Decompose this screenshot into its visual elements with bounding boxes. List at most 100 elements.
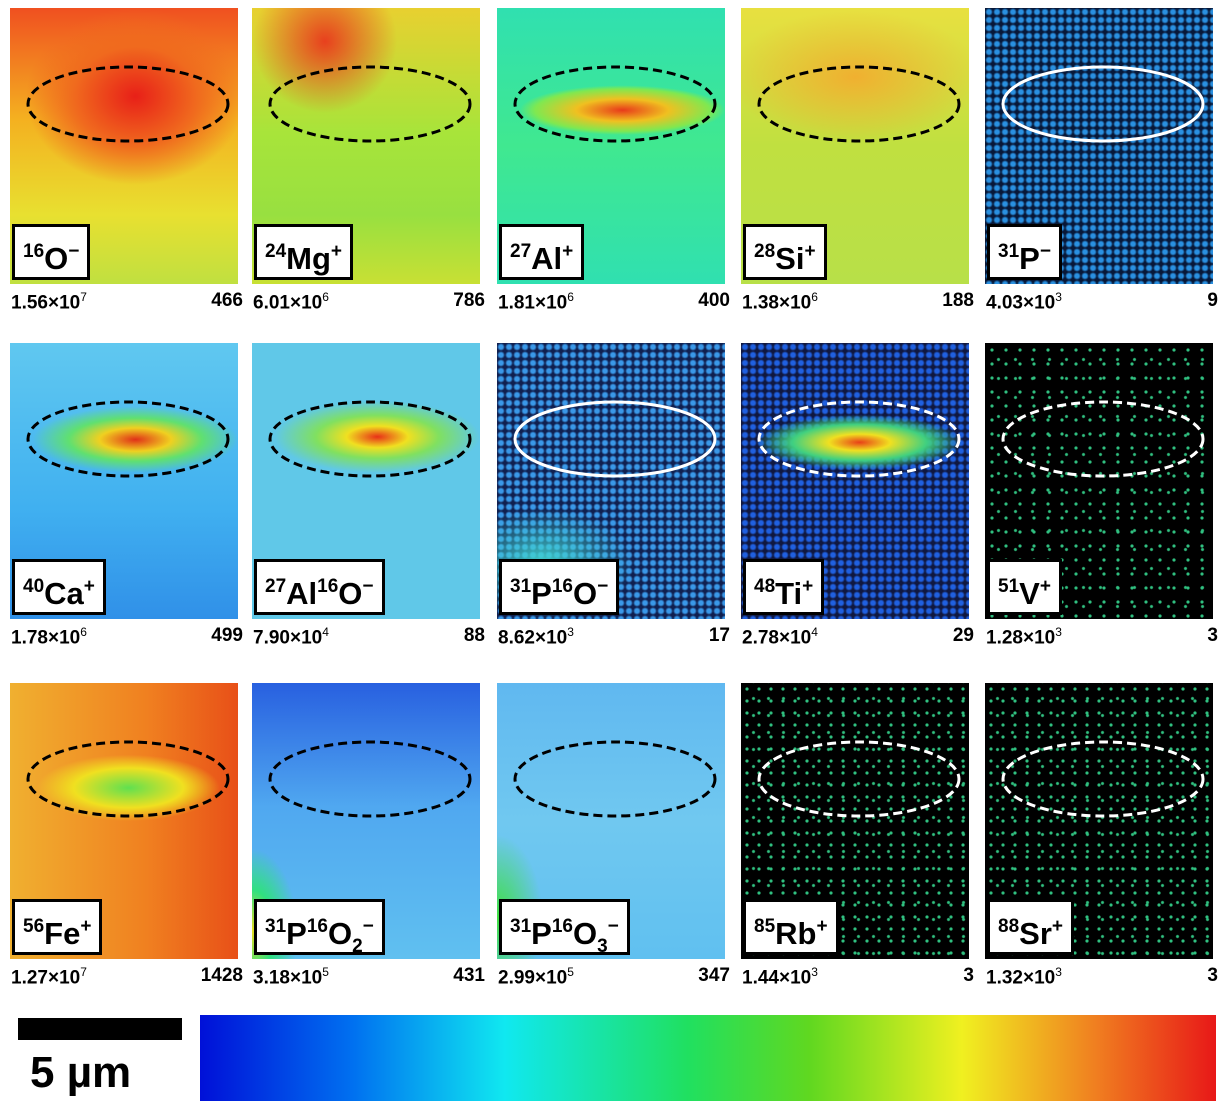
ion-image: 31P16O3− [497, 683, 725, 959]
counts-exponent: 4 [811, 625, 818, 639]
ion-label: 31P16O3− [499, 899, 630, 955]
caption: 1.32×103 3 [986, 965, 1218, 989]
counts-mantissa: 3.18×10 [253, 967, 322, 988]
roi-ellipse [28, 742, 228, 816]
counts-exponent: 3 [1055, 625, 1062, 639]
counts-mantissa: 1.78×10 [11, 627, 80, 648]
ion-label-part: 24 [265, 241, 286, 262]
ion-label: 40Ca+ [12, 559, 106, 615]
ion-image: 27Al16O− [252, 343, 480, 619]
ion-label: 31P− [987, 224, 1062, 280]
counts-exponent: 3 [567, 625, 574, 639]
scale-bar [18, 1018, 182, 1040]
max-counts: 431 [453, 965, 485, 987]
counts-exponent: 6 [322, 290, 329, 304]
total-counts: 1.32×103 [986, 965, 1062, 989]
ion-label-part: Al [286, 576, 317, 611]
max-counts: 3 [1207, 965, 1218, 987]
counts-exponent: 5 [567, 965, 574, 979]
max-counts: 9 [1207, 290, 1218, 312]
ion-image: 88Sr+ [985, 683, 1213, 959]
ion-label: 31P16O− [499, 559, 619, 615]
ion-label-part: P [531, 916, 552, 951]
ion-label-part: 28 [754, 241, 775, 262]
max-counts: 17 [709, 625, 730, 647]
total-counts: 2.99×105 [498, 965, 574, 989]
ion-image: 27Al+ [497, 8, 725, 284]
counts-mantissa: 4.03×10 [986, 292, 1055, 313]
ion-label-part: + [1040, 576, 1051, 597]
ion-label: 85Rb+ [743, 899, 839, 955]
caption: 2.99×105 347 [498, 965, 730, 989]
ion-label-part: + [802, 576, 813, 597]
ion-label-part: + [816, 916, 827, 937]
ion-label-part: 16 [317, 576, 338, 597]
ion-image: 16O− [10, 8, 238, 284]
caption: 8.62×103 17 [498, 625, 730, 649]
roi-ellipse [759, 742, 959, 816]
ion-label-part: O [573, 576, 597, 611]
counts-exponent: 7 [80, 290, 87, 304]
roi-ellipse [515, 402, 715, 476]
ion-label-part: Ti [775, 576, 802, 611]
counts-mantissa: 7.90×10 [253, 627, 322, 648]
ion-image: 51V+ [985, 343, 1213, 619]
ion-label-part: + [80, 916, 91, 937]
roi-ellipse [515, 67, 715, 141]
caption: 3.18×105 431 [253, 965, 485, 989]
ion-image: 48Ti+ [741, 343, 969, 619]
ion-label-part: Mg [286, 241, 331, 276]
ion-label-part: 40 [23, 576, 44, 597]
ion-label-part: V [1019, 576, 1040, 611]
max-counts: 347 [698, 965, 730, 987]
ion-label-part: O [328, 916, 352, 951]
ion-label-part: 16 [552, 916, 573, 937]
ion-image: 40Ca+ [10, 343, 238, 619]
max-counts: 188 [942, 290, 974, 312]
max-counts: 466 [211, 290, 243, 312]
ion-label-part: 31 [510, 576, 531, 597]
ion-label-part: 31 [510, 916, 531, 937]
counts-exponent: 3 [811, 965, 818, 979]
ion-label: 24Mg+ [254, 224, 353, 280]
caption: 1.38×106188 [742, 290, 974, 314]
counts-mantissa: 1.32×10 [986, 967, 1055, 988]
ion-label-part: Rb [775, 916, 816, 951]
counts-exponent: 6 [567, 290, 574, 304]
ion-image: 24Mg+ [252, 8, 480, 284]
roi-ellipse [1003, 402, 1203, 476]
ion-label-part: Ca [44, 576, 84, 611]
ion-label-part: 16 [307, 916, 328, 937]
roi-ellipse [270, 742, 470, 816]
total-counts: 1.27×107 [11, 965, 87, 989]
ion-label: 51V+ [987, 559, 1062, 615]
ion-label-part: 27 [265, 576, 286, 597]
ion-label-part: 51 [998, 576, 1019, 597]
roi-ellipse [759, 67, 959, 141]
roi-ellipse [1003, 742, 1203, 816]
roi-ellipse [28, 67, 228, 141]
ion-label-part: 3 [597, 936, 608, 957]
counts-mantissa: 8.62×10 [498, 627, 567, 648]
scale-bar-label: 5 µm [30, 1048, 131, 1098]
ion-label-part: + [804, 241, 815, 262]
ion-label-part: 85 [754, 916, 775, 937]
max-counts: 1428 [201, 965, 243, 987]
ion-image: 31P− [985, 8, 1213, 284]
ion-label-part: P [531, 576, 552, 611]
ion-image: 85Rb+ [741, 683, 969, 959]
total-counts: 1.44×103 [742, 965, 818, 989]
roi-ellipse [28, 402, 228, 476]
ion-label-part: + [1052, 916, 1063, 937]
max-counts: 499 [211, 625, 243, 647]
counts-mantissa: 1.38×10 [742, 292, 811, 313]
color-bar [200, 1015, 1216, 1101]
ion-label: 56Fe+ [12, 899, 102, 955]
ion-label: 16O− [12, 224, 90, 280]
ion-label-part: Fe [44, 916, 80, 951]
caption: 1.28×1033 [986, 625, 1218, 649]
total-counts: 3.18×105 [253, 965, 329, 989]
ion-label-part: O [338, 576, 362, 611]
